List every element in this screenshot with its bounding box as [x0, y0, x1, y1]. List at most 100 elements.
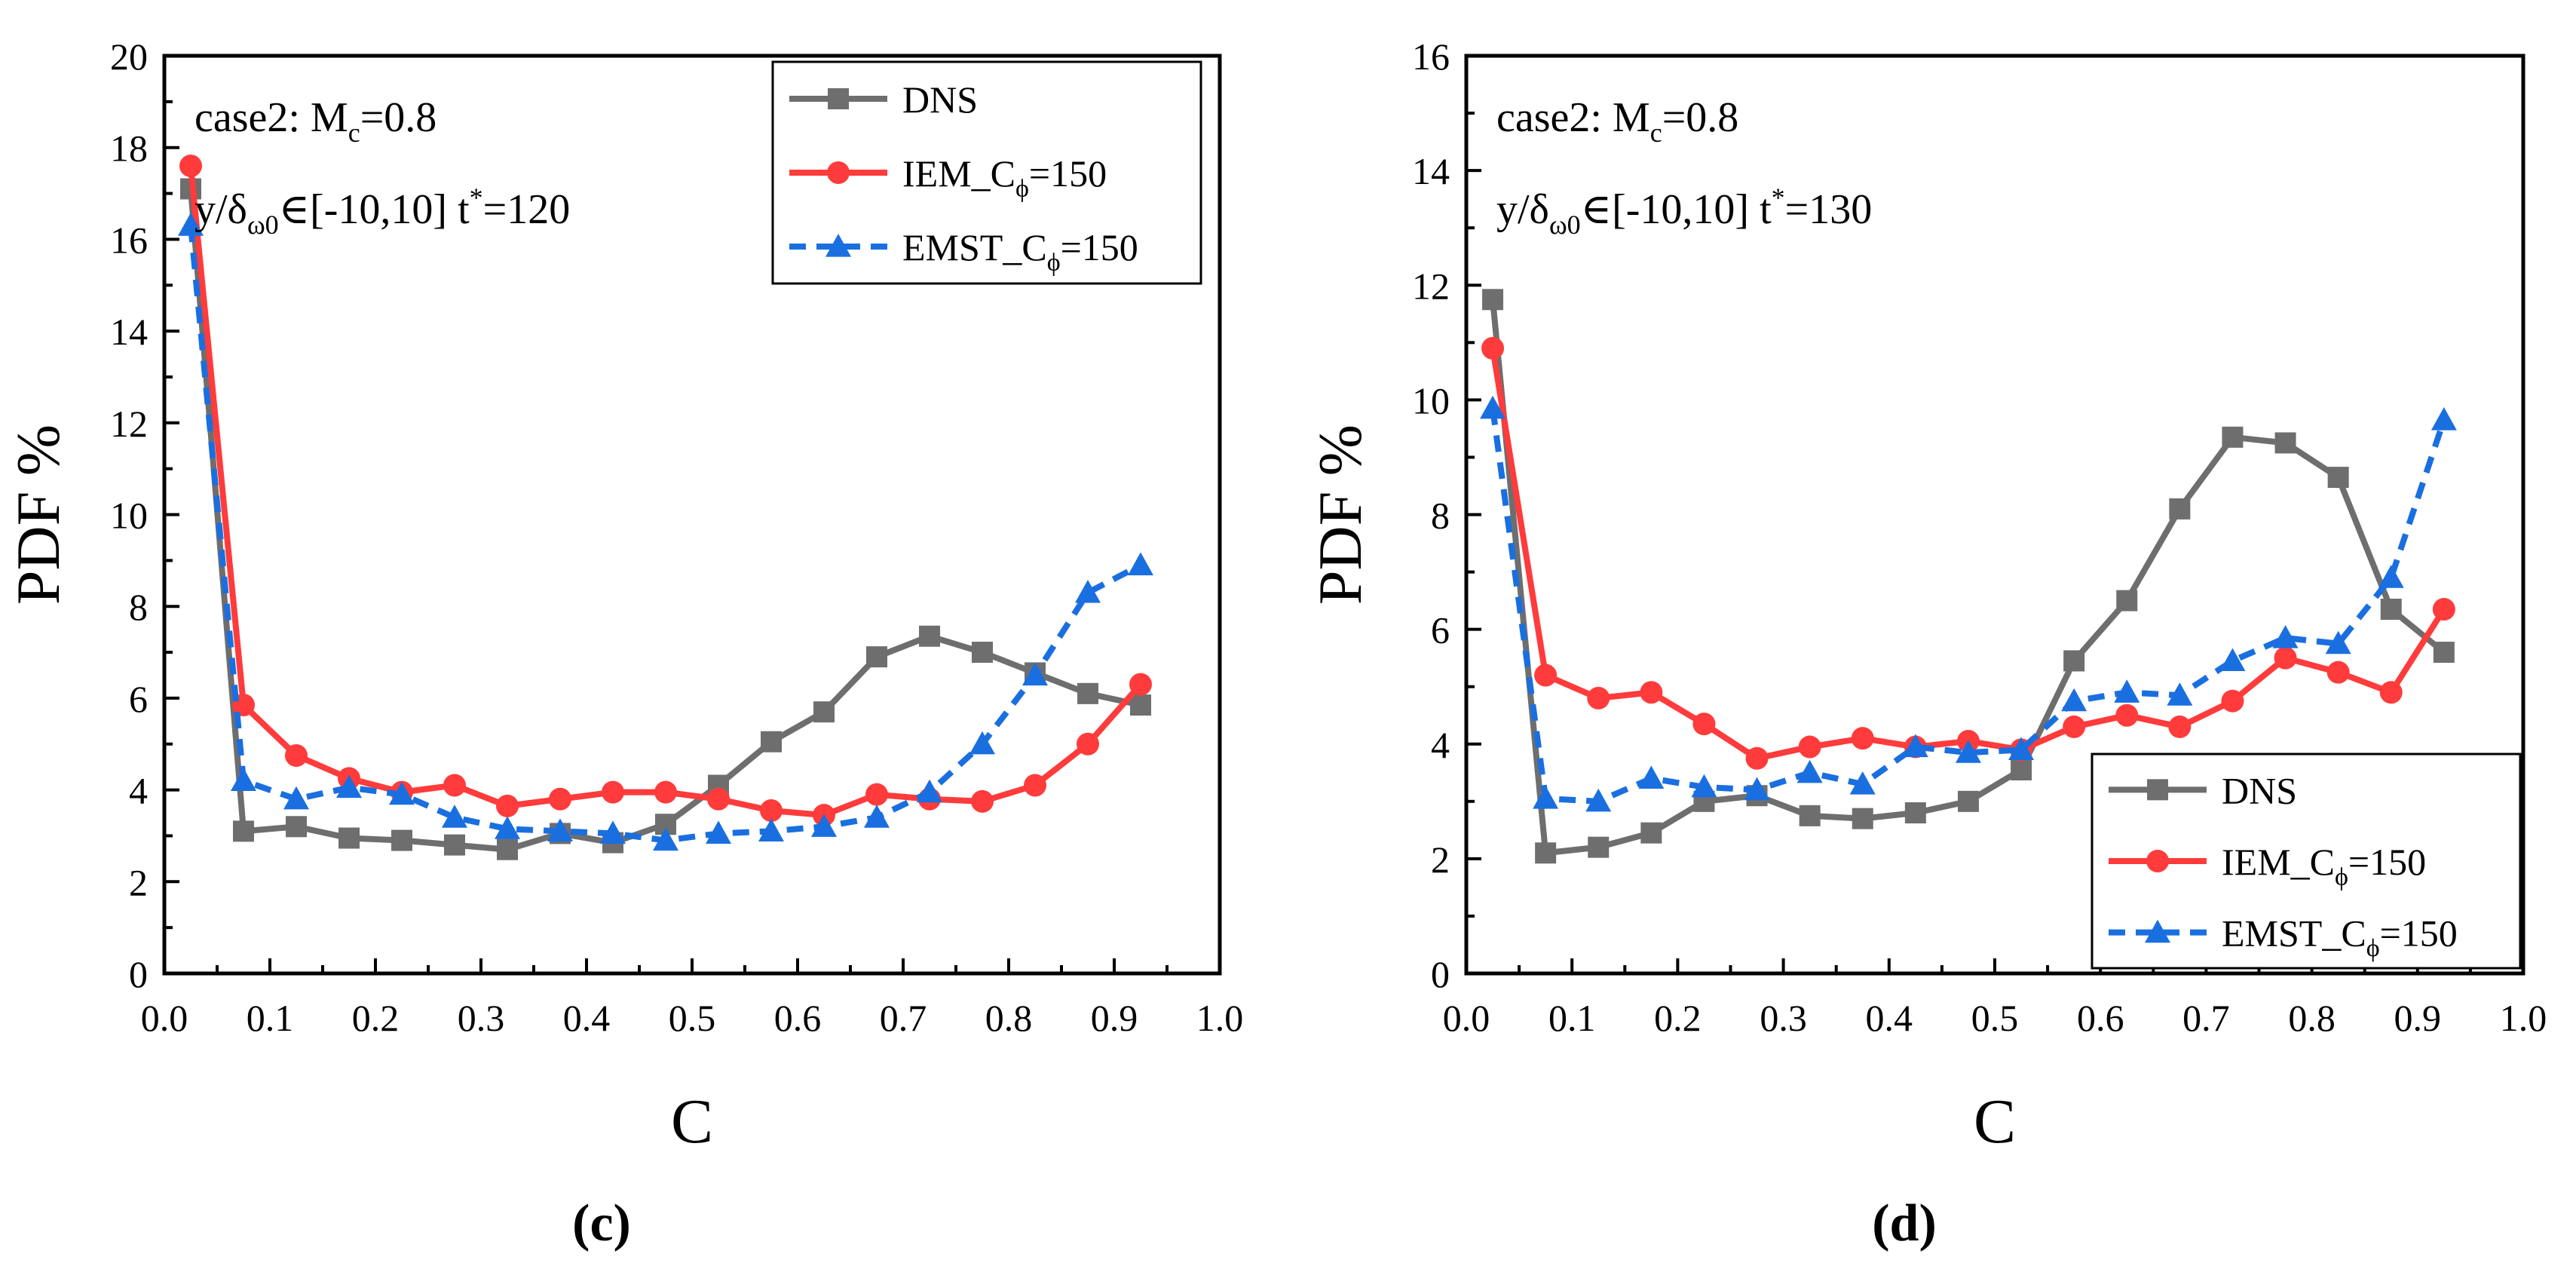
y-tick-label: 12	[110, 403, 148, 445]
annotation-gap	[1749, 186, 1760, 233]
series-line	[1490, 348, 2447, 762]
data-point	[1128, 552, 1153, 576]
data-point	[758, 818, 784, 841]
data-point	[2274, 646, 2297, 670]
panel-label: (c)	[572, 1194, 631, 1252]
data-point	[2272, 625, 2299, 648]
legend-label-main: IEM_C	[902, 152, 1015, 195]
data-point	[1851, 727, 1874, 750]
series-dns	[1482, 289, 2455, 864]
x-tick-label: 0.9	[1091, 997, 1138, 1039]
legend-label: DNS	[2222, 769, 2297, 811]
data-point	[1481, 336, 1505, 360]
data-point	[602, 780, 624, 804]
legend-label: EMST_Cϕ=150	[902, 226, 1138, 277]
legend-marker	[828, 88, 849, 109]
data-point	[706, 820, 731, 845]
data-point	[1022, 662, 1048, 686]
data-point	[1798, 735, 1821, 759]
annotation-range-value: ∈[-10,10]	[1581, 186, 1749, 233]
x-tick-label: 0.8	[2288, 997, 2336, 1039]
data-point	[336, 774, 362, 799]
legend-marker	[825, 234, 851, 257]
y-axis-title: PDF %	[1306, 425, 1374, 605]
data-point	[761, 731, 782, 753]
y-tick-label: 6	[1431, 609, 1450, 651]
x-tick-label: 0.1	[247, 997, 294, 1039]
series-line	[188, 189, 1141, 853]
data-point	[443, 774, 466, 797]
data-point	[2169, 498, 2191, 520]
y-tick-label: 4	[1431, 724, 1450, 766]
data-point	[1638, 765, 1665, 789]
data-point	[2011, 759, 2032, 780]
data-point	[813, 701, 835, 723]
data-point	[2221, 689, 2244, 713]
data-point	[865, 783, 888, 806]
data-point	[496, 794, 519, 817]
legend-label-sub: ϕ	[1015, 175, 1029, 203]
legend-label-tail: =150	[2348, 841, 2426, 883]
legend-item: EMST_Cϕ=150	[789, 226, 1138, 277]
data-point	[1745, 746, 1769, 770]
legend-label-sub: ϕ	[1047, 249, 1061, 277]
data-point	[1587, 686, 1610, 710]
data-point	[2222, 426, 2244, 448]
legend-label: EMST_Cϕ=150	[2222, 912, 2458, 963]
plot-frame	[162, 54, 1222, 976]
data-point	[1955, 740, 1981, 763]
data-point	[1024, 774, 1046, 797]
legend-label-main: IEM_C	[2222, 841, 2335, 883]
data-point	[866, 646, 887, 668]
data-point	[1077, 682, 1098, 704]
legend-label-main: DNS	[2222, 769, 2297, 811]
data-point	[497, 838, 518, 860]
legend-label-sub: ϕ	[2335, 863, 2348, 891]
series-line	[188, 225, 1142, 844]
data-point	[2008, 737, 2035, 760]
data-point	[338, 827, 360, 849]
y-axis-ticks: 0 2 4 6 8 10 12 14 16	[1412, 35, 1481, 995]
data-point	[972, 642, 993, 664]
legend-marker	[827, 161, 850, 184]
y-tick-label: 8	[129, 586, 148, 628]
data-point	[1691, 774, 1717, 798]
legend-label-main: DNS	[902, 78, 978, 121]
data-point	[2115, 704, 2139, 727]
data-point	[285, 743, 308, 767]
data-point	[2063, 715, 2086, 738]
data-point	[1957, 790, 1979, 812]
data-point	[1130, 694, 1151, 716]
data-point	[2431, 406, 2457, 431]
x-tick-label: 0.7	[880, 997, 927, 1039]
data-point	[178, 213, 204, 236]
annotation-case-label: case2: M	[195, 94, 348, 141]
y-tick-label: 2	[1431, 838, 1450, 881]
annotation-range: y/δω0∈[-10,10] t*=120	[195, 182, 570, 240]
y-tick-label: 16	[1412, 35, 1450, 78]
y-tick-label: 10	[110, 495, 148, 537]
x-tick-label: 0.3	[458, 997, 505, 1039]
x-tick-label: 0.7	[2182, 997, 2230, 1039]
legend-item: EMST_Cϕ=150	[2109, 912, 2458, 963]
y-axis-title: PDF %	[4, 425, 72, 605]
data-point	[389, 781, 415, 805]
x-axis-ticks: 0.0 0.1 0.2 0.3 0.4 0.5 0.6 0.7 0.8 0.9 1.0	[1443, 958, 2547, 1039]
legend-marker	[2146, 850, 2169, 872]
annotation-case-label: case2: M	[1496, 94, 1650, 141]
data-point	[2219, 648, 2246, 672]
legend-item: DNS	[789, 78, 978, 121]
x-tick-label: 0.2	[1654, 997, 1702, 1039]
y-tick-label: 18	[110, 127, 148, 170]
legend-label-sub: ϕ	[2366, 935, 2380, 963]
data-point	[600, 820, 626, 845]
y-tick-label: 14	[110, 311, 148, 353]
y-tick-label: 20	[110, 35, 148, 78]
data-point	[1902, 734, 1928, 758]
x-tick-label: 0.2	[352, 997, 400, 1039]
y-tick-label: 4	[129, 770, 148, 812]
data-point	[2327, 467, 2349, 489]
data-point	[231, 768, 256, 792]
x-axis-ticks: 0.0 0.1 0.2 0.3 0.4 0.5 0.6 0.7 0.8 0.9 1.0	[141, 958, 1243, 1039]
